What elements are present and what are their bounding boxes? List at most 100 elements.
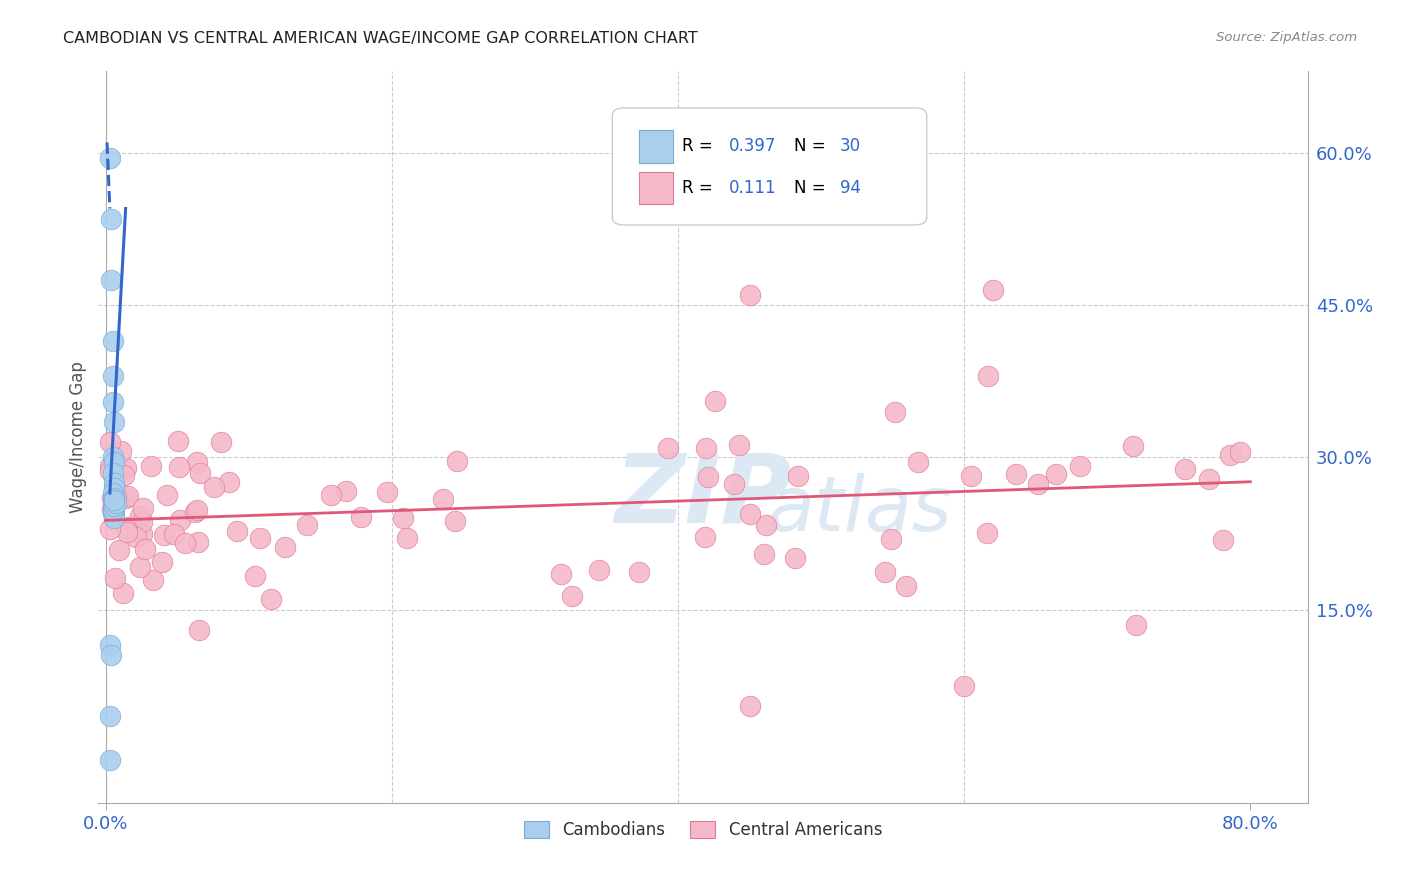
Point [657,442,679,456]
Point [561,589,583,603]
Point [107,542,129,557]
Point [740,507,762,521]
Point [100,272,122,286]
Point [101,394,124,409]
Point [101,334,124,348]
Legend: Cambodians, Central Americans: Cambodians, Central Americans [517,814,889,846]
Point [375,484,398,499]
Point [101,493,124,508]
Point [432,492,454,507]
Point [1174,462,1197,476]
Text: R =: R = [682,179,724,197]
Point [446,454,468,468]
Point [873,565,896,579]
Point [103,491,125,505]
Point [209,435,232,450]
Point [295,518,318,533]
Point [117,524,139,539]
Point [321,488,343,502]
Point [697,470,720,484]
Point [1229,445,1251,459]
Point [627,566,650,580]
Point [350,509,373,524]
Point [112,468,135,483]
Point [894,579,917,593]
Point [98,151,121,165]
Point [100,648,122,663]
Point [167,459,190,474]
Text: 94: 94 [839,179,860,197]
Point [142,573,165,587]
Point [218,475,240,489]
Point [111,586,134,600]
Point [103,475,125,490]
Point [695,441,717,455]
Point [1026,477,1049,491]
Point [101,506,124,520]
Point [131,516,153,530]
Point [131,527,153,541]
Point [101,450,124,465]
Bar [638,171,673,204]
Point [98,638,121,652]
Point [98,753,121,767]
Point [444,514,467,528]
Point [103,481,125,495]
Point [103,499,125,513]
Point [226,524,249,538]
Text: Source: ZipAtlas.com: Source: ZipAtlas.com [1216,31,1357,45]
Point [104,496,127,510]
Point [392,511,415,525]
Point [101,501,124,516]
Point [98,458,121,473]
Point [111,490,134,504]
Point [188,624,211,638]
Point [103,415,125,429]
Point [98,709,121,723]
Point [173,536,195,550]
Point [152,528,174,542]
Text: N =: N = [793,137,831,155]
Point [163,527,186,541]
Point [98,464,121,478]
Point [202,480,225,494]
Point [101,466,124,480]
Text: ZIP: ZIP [614,449,792,542]
Point [103,496,125,510]
Point [101,369,124,384]
Point [879,532,901,546]
Point [114,491,136,505]
Point [98,522,121,536]
Point [103,511,125,525]
Point [249,532,271,546]
Point [260,592,283,607]
Point [187,534,209,549]
Point [101,503,124,517]
Point [100,491,122,506]
Point [141,459,163,474]
Point [115,461,138,475]
Point [953,679,976,693]
Text: N =: N = [793,179,831,197]
Text: CAMBODIAN VS CENTRAL AMERICAN WAGE/INCOME GAP CORRELATION CHART: CAMBODIAN VS CENTRAL AMERICAN WAGE/INCOM… [63,31,697,46]
Point [150,555,173,569]
Point [960,469,983,483]
Point [103,508,125,523]
Point [110,443,132,458]
Point [117,489,139,503]
Text: atlas: atlas [768,474,952,547]
Point [104,490,127,504]
Point [132,500,155,515]
Point [184,505,207,519]
Point [115,521,138,535]
Point [550,566,572,581]
Point [103,455,125,469]
Point [129,508,152,523]
Point [134,541,156,556]
Y-axis label: Wage/Income Gap: Wage/Income Gap [69,361,87,513]
Point [101,502,124,516]
Point [704,393,727,408]
Point [1125,618,1147,632]
Point [977,368,1000,383]
Point [727,438,749,452]
